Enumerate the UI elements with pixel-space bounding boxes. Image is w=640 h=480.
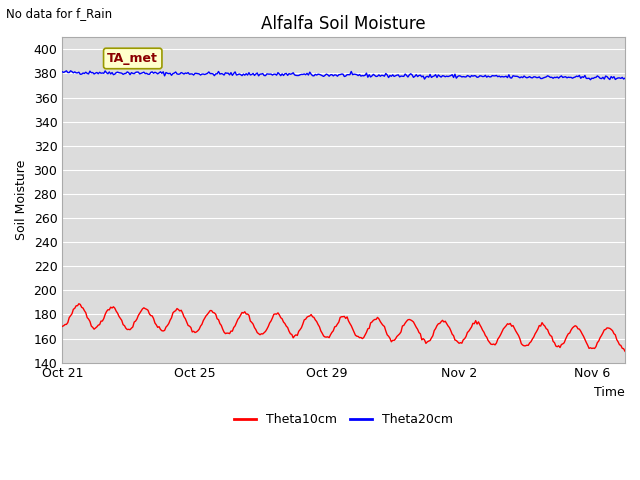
Text: No data for f_Rain: No data for f_Rain xyxy=(6,7,113,20)
Legend: Theta10cm, Theta20cm: Theta10cm, Theta20cm xyxy=(229,408,458,431)
Y-axis label: Soil Moisture: Soil Moisture xyxy=(15,160,28,240)
Text: TA_met: TA_met xyxy=(108,52,158,65)
Title: Alfalfa Soil Moisture: Alfalfa Soil Moisture xyxy=(261,15,426,33)
X-axis label: Time: Time xyxy=(595,386,625,399)
